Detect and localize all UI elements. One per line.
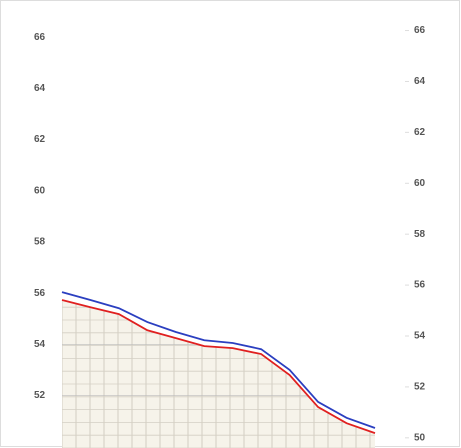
- y-tick-label: 52: [34, 390, 46, 401]
- y2-tick-label: 56: [414, 280, 426, 291]
- y-tick-label: 64: [34, 83, 46, 94]
- y2-tick-label: 64: [414, 76, 426, 87]
- y-tick-label: 58: [34, 237, 46, 248]
- y2-tick-label: 62: [414, 127, 426, 138]
- y-tick-label: 54: [34, 339, 46, 350]
- series-line: [61, 299, 376, 435]
- y2-tick-label: 58: [414, 229, 426, 240]
- y2-tick-label: 52: [414, 382, 426, 393]
- y-tick-label: 60: [34, 185, 46, 196]
- y2-tick-label: 60: [414, 178, 426, 189]
- y2-tick-label: 50: [414, 432, 426, 443]
- y2-tick-label: 66: [414, 25, 426, 36]
- y2-tick-label: 54: [414, 331, 426, 342]
- y-tick-label: 62: [34, 134, 46, 145]
- series-line: [61, 291, 376, 429]
- y-tick-label: 66: [34, 32, 46, 43]
- y-tick-label: 56: [34, 288, 46, 299]
